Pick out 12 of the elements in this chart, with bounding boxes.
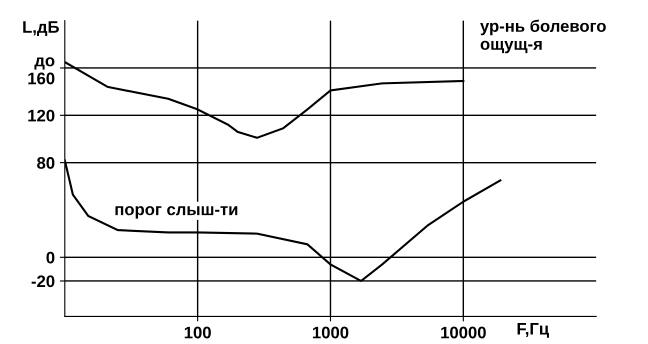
x-axis-title: F,Гц	[518, 323, 549, 338]
y-tick-label: 0	[46, 252, 54, 264]
y-tick-label: 120	[28, 110, 54, 122]
y-tick-label: 80	[37, 157, 54, 169]
annotation: ур-нь болевого ощущ-я	[480, 20, 606, 54]
y-tick-label: -20	[32, 275, 54, 288]
x-tick-label: 100	[184, 326, 211, 338]
annotation: порог слыш-ти	[115, 206, 238, 219]
x-tick-label: 10000	[441, 326, 486, 338]
y-tick-label: до 160	[28, 57, 54, 84]
y-axis-title: L,дБ	[23, 21, 59, 36]
x-tick-label: 1000	[312, 326, 348, 338]
